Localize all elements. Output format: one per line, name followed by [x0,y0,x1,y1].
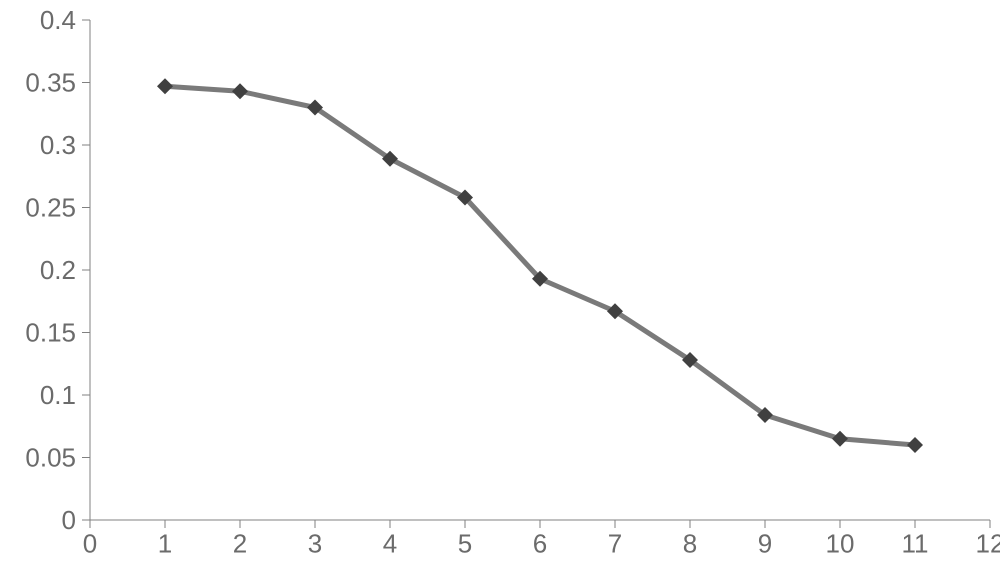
y-tick-label: 0.2 [40,255,76,285]
x-tick-label: 11 [902,529,929,559]
y-tick-label: 0.15 [25,318,76,348]
x-tick-label: 1 [158,529,172,559]
x-tick-label: 3 [308,529,322,559]
x-tick-label: 0 [83,529,97,559]
x-tick-label: 2 [233,529,247,559]
chart-svg: 00.050.10.150.20.250.30.350.401234567891… [0,0,1000,580]
y-tick-label: 0.3 [40,130,76,160]
y-tick-label: 0.25 [25,193,76,223]
y-tick-label: 0 [62,505,76,535]
line-chart: 00.050.10.150.20.250.30.350.401234567891… [0,0,1000,580]
x-tick-label: 10 [826,529,855,559]
x-tick-label: 12 [976,529,1000,559]
y-tick-label: 0.1 [40,380,76,410]
x-tick-label: 4 [383,529,397,559]
x-tick-label: 9 [758,529,772,559]
y-tick-label: 0.35 [25,68,76,98]
chart-bg [0,0,1000,580]
x-tick-label: 8 [683,529,697,559]
x-tick-label: 6 [533,529,547,559]
x-tick-label: 7 [608,529,622,559]
y-tick-label: 0.4 [40,5,76,35]
x-tick-label: 5 [458,529,472,559]
y-tick-label: 0.05 [25,443,76,473]
